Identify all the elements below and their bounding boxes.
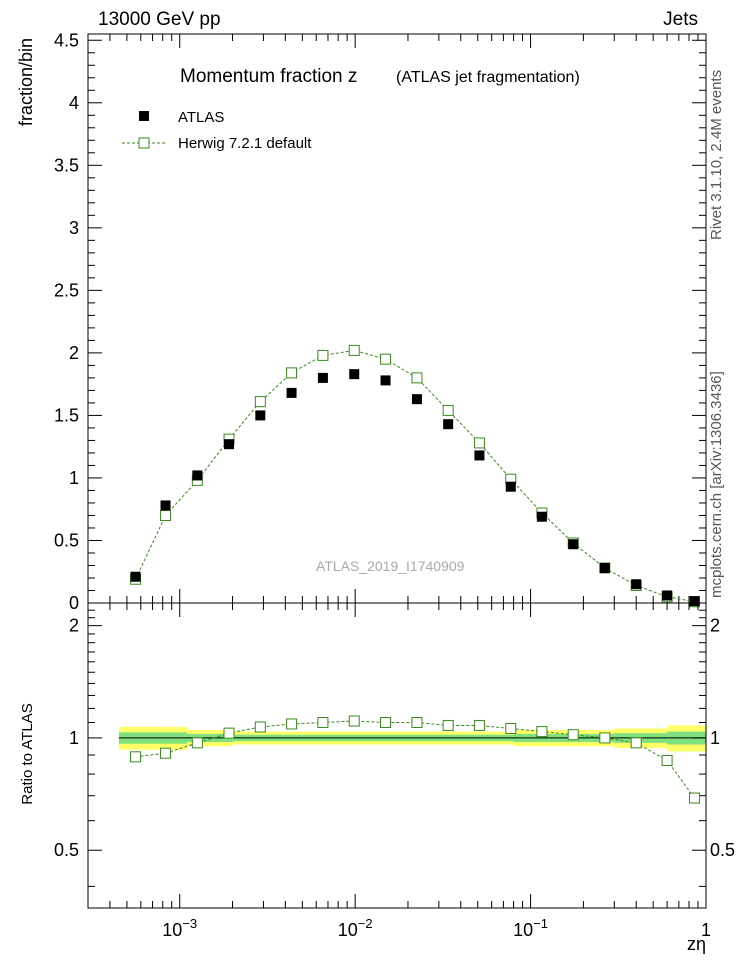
atlas-point (160, 500, 171, 511)
atlas-point (568, 539, 579, 550)
ratio-point (223, 727, 235, 739)
y-tick-label: 1 (69, 468, 79, 488)
watermark: ATLAS_2019_I1740909 (316, 558, 465, 574)
atlas-point (536, 511, 547, 522)
ratio-point (380, 716, 392, 728)
legend-label-herwig: Herwig 7.2.1 default (178, 135, 312, 152)
y-tick-label: 4.5 (54, 30, 79, 50)
legend-label-atlas: ATLAS (178, 109, 224, 126)
ratio-point (505, 722, 517, 734)
ratio-point (191, 737, 203, 749)
herwig-point (160, 509, 172, 521)
header-left: 13000 GeV pp (98, 9, 221, 30)
ratio-point (599, 732, 611, 744)
ratio-point (286, 718, 298, 730)
y-tick-label: 3.5 (54, 155, 79, 175)
atlas-point (192, 470, 203, 481)
x-tick-label: 1 (701, 920, 711, 940)
legend-marker-herwig (138, 137, 150, 149)
atlas-point (411, 394, 422, 405)
atlas-point (443, 419, 454, 430)
herwig-point (380, 353, 392, 365)
ratio-point (160, 747, 172, 759)
atlas-point (317, 372, 328, 383)
atlas-point (130, 571, 141, 582)
atlas-point (599, 562, 610, 573)
legend-marker-atlas (139, 111, 149, 121)
legend: ATLAS Herwig 7.2.1 default (122, 109, 312, 152)
ratio-point (661, 754, 673, 766)
herwig-point (317, 349, 329, 361)
ratio-axis-label: Ratio to ATLAS (19, 703, 36, 804)
y-tick-label: 4 (69, 93, 79, 113)
atlas-point (689, 596, 700, 607)
ratio-point (567, 729, 579, 741)
chart-title: Momentum fraction z (180, 66, 357, 87)
y-tick-label: 1.5 (54, 405, 79, 425)
header-right: Jets (663, 9, 698, 30)
y-axis-label: fraction/bin (16, 38, 36, 126)
atlas-point (474, 450, 485, 461)
atlas-point (505, 481, 516, 492)
atlas-point (662, 590, 673, 601)
herwig-point (286, 367, 298, 379)
ratio-tick-label: 1 (69, 728, 79, 748)
chart-subtitle: (ATLAS jet fragmentation) (396, 69, 580, 86)
atlas-point (380, 375, 391, 386)
herwig-point (254, 396, 266, 408)
x-tick-label: 10−1 (513, 916, 548, 940)
y-tick-label: 0 (69, 593, 79, 613)
herwig-point (348, 344, 360, 356)
atlas-point (286, 387, 297, 398)
ratio-tick-label: 1 (710, 728, 720, 748)
ratio-panel: 10−3 10−2 10−1 1 0.5 0.5 1 1 2 2 (54, 602, 735, 940)
y-tick-label: 2 (69, 343, 79, 363)
ratio-point (473, 719, 485, 731)
ratio-point (442, 719, 454, 731)
ratio-point (254, 721, 266, 733)
x-tick-label: 10−3 (162, 916, 197, 940)
atlas-point (631, 579, 642, 590)
ratio-tick-label: 2 (710, 616, 720, 636)
y-tick-label: 2.5 (54, 280, 79, 300)
ratio-point (630, 737, 642, 749)
main-panel: 0 0.5 1 1.5 2 2.5 3 3.5 4 4.5 (54, 30, 707, 613)
ratio-point (689, 792, 701, 804)
ratio-point (348, 715, 360, 727)
ratio-tick-label: 2 (69, 616, 79, 636)
y-tick-label: 0.5 (54, 530, 79, 550)
ratio-point (130, 751, 142, 763)
herwig-point (442, 404, 454, 416)
atlas-point (255, 410, 266, 421)
ratio-point (317, 716, 329, 728)
x-axis-label: zη (687, 934, 706, 954)
atlas-point (349, 369, 360, 380)
atlas-point (224, 439, 235, 450)
x-tick-label: 10−2 (338, 916, 373, 940)
herwig-point (473, 437, 485, 449)
ratio-point (411, 716, 423, 728)
y-tick-label: 3 (69, 218, 79, 238)
herwig-point (411, 372, 423, 384)
ratio-tick-label: 0.5 (54, 840, 79, 860)
ratio-point (536, 726, 548, 738)
ratio-tick-label: 0.5 (710, 840, 735, 860)
ratio-frame (87, 602, 707, 909)
